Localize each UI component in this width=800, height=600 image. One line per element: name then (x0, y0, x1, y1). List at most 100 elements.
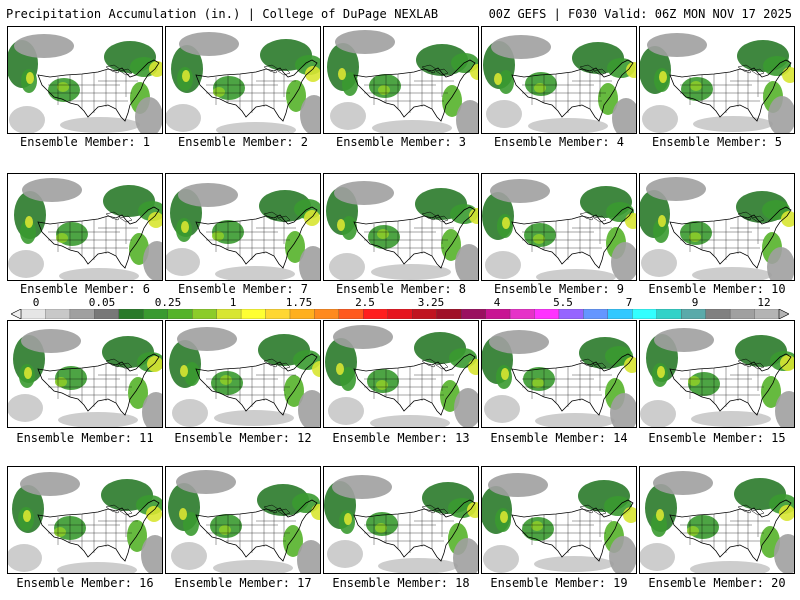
colorbar-cell (192, 309, 218, 319)
ensemble-member-label: Ensemble Member: 15 (648, 431, 786, 445)
precip-area (25, 216, 33, 228)
precip-area (328, 397, 364, 425)
colorbar-tick-label: 1 (229, 296, 237, 309)
precip-area (640, 400, 676, 427)
colorbar-cell (656, 309, 682, 319)
precip-map (8, 321, 162, 427)
precip-area (624, 357, 636, 373)
us-outline (511, 499, 634, 562)
colorbar-cell (412, 309, 438, 319)
colorbar-cell (460, 309, 487, 319)
precip-area (8, 250, 44, 278)
colorbar-cell (558, 309, 584, 319)
precip-map (482, 321, 636, 427)
state-borders (48, 364, 138, 407)
ensemble-member-map (639, 466, 795, 574)
precip-area (337, 219, 345, 231)
ensemble-member-map (7, 26, 163, 134)
great-lakes (421, 64, 449, 76)
ensemble-member-label: Ensemble Member: 14 (490, 431, 628, 445)
ensemble-member-label: Ensemble Member: 5 (651, 135, 783, 149)
ensemble-member-label: Ensemble Member: 16 (16, 576, 154, 590)
ensemble-member-map (323, 466, 479, 574)
colorbar-tick-label: 2.5 (355, 296, 375, 309)
ensemble-member-map (323, 26, 479, 134)
precip-area (166, 248, 200, 276)
precip-area (135, 97, 162, 133)
ensemble-member-label: Ensemble Member: 3 (335, 135, 467, 149)
precip-area (329, 253, 365, 280)
us-outline (669, 59, 792, 122)
us-outline (353, 353, 476, 416)
precip-area (491, 35, 551, 59)
precip-area (183, 512, 199, 536)
us-outline (511, 59, 634, 122)
precip-area (172, 399, 208, 427)
precip-area (761, 376, 781, 408)
precip-area (654, 328, 714, 352)
precip-map (324, 174, 478, 280)
precip-area (454, 388, 478, 427)
precip-area (23, 510, 31, 522)
precip-area (300, 95, 320, 133)
precip-area (486, 100, 522, 128)
precip-area (375, 523, 387, 533)
precip-area (653, 471, 713, 495)
precip-area (498, 70, 514, 94)
precip-area (334, 181, 394, 205)
precip-area (455, 244, 478, 280)
great-lakes (105, 211, 133, 223)
precip-map (166, 321, 320, 427)
precip-area (21, 329, 81, 353)
precip-map (166, 27, 320, 133)
precip-area (142, 392, 162, 427)
precip-area (212, 231, 224, 241)
ensemble-member-label: Ensemble Member: 19 (490, 576, 628, 590)
colorbar-cell (265, 309, 291, 319)
precip-map (640, 321, 794, 427)
precip-area (456, 100, 478, 133)
precip-area (213, 87, 225, 97)
great-lakes (263, 64, 291, 76)
precip-area (54, 527, 66, 537)
precip-area (641, 249, 677, 277)
us-outline (669, 499, 792, 562)
us-outline (511, 353, 634, 416)
precip-area (312, 361, 320, 377)
model-valid-time: 00Z GEFS | F030 Valid: 06Z MON NOV 17 20… (488, 7, 792, 21)
precip-area (651, 513, 667, 537)
ensemble-member-label: Ensemble Member: 18 (332, 576, 470, 590)
precip-area (657, 366, 665, 378)
state-borders (522, 364, 612, 407)
colorbar-left-arrow (11, 309, 22, 319)
precip-area (376, 380, 388, 390)
us-outline (669, 353, 792, 416)
precip-area (501, 368, 509, 380)
precip-area (330, 102, 366, 130)
colorbar-cell (216, 309, 242, 319)
ensemble-member-label: Ensemble Member: 20 (648, 576, 786, 590)
precip-area (609, 536, 636, 573)
ensemble-member-map (165, 466, 321, 574)
precip-area (485, 251, 521, 279)
ensemble-member-map (639, 320, 795, 428)
precip-area (332, 475, 392, 499)
us-outline (195, 59, 318, 122)
colorbar-cell (69, 309, 95, 319)
state-borders (680, 364, 770, 407)
precip-area (502, 217, 510, 229)
precip-area (370, 415, 450, 427)
precip-area (535, 413, 615, 427)
precip-area (20, 472, 80, 496)
precip-area (774, 534, 794, 573)
precip-area (533, 234, 545, 244)
us-outline (195, 353, 318, 416)
precip-area (58, 412, 138, 427)
great-lakes (263, 358, 291, 370)
colorbar-cell (509, 309, 536, 319)
precip-area (340, 367, 356, 391)
state-borders (364, 217, 454, 260)
precip-area (333, 325, 393, 349)
precip-map (482, 467, 636, 573)
precip-area (213, 560, 293, 573)
